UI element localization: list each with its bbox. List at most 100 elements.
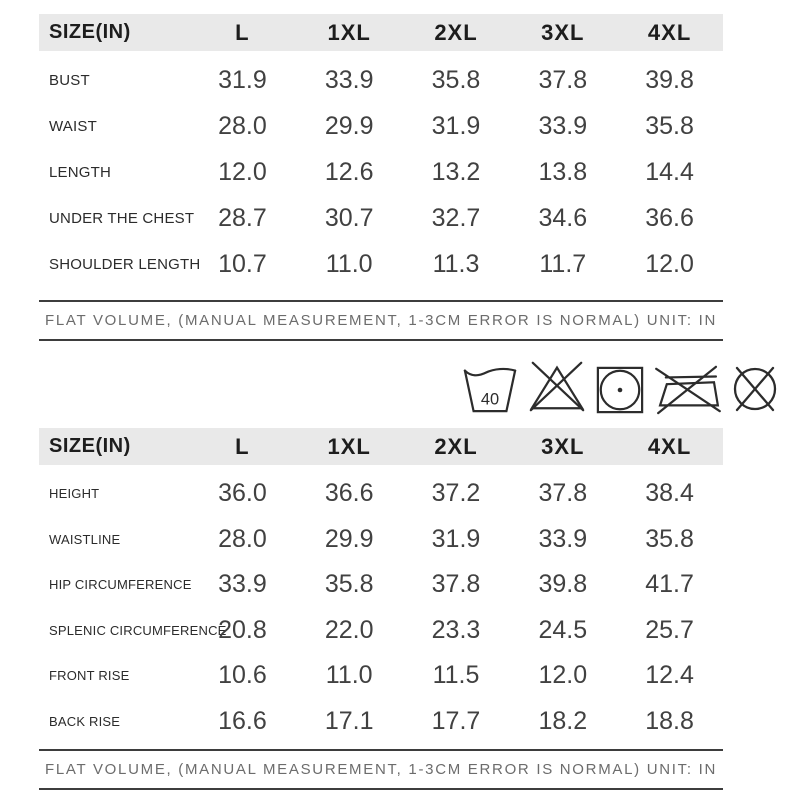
measurement-value: 41.7 [645, 570, 694, 599]
table-row: BACK RISE 16.6 17.1 17.7 18.2 18.8 [39, 699, 723, 745]
measurement-value: 35.8 [645, 524, 694, 553]
measurement-value: 30.7 [324, 203, 374, 232]
measurement-value: 12.0 [645, 249, 694, 278]
size-column-header: 1XL [327, 433, 371, 459]
measurement-value: 36.0 [218, 479, 267, 508]
measurement-value: 33.9 [538, 111, 588, 140]
measurement-value: 31.9 [431, 111, 481, 140]
table-header-row: SIZE(IN) L 1XL 2XL 3XL 4XL [39, 14, 723, 51]
table-row: WAIST 28.0 29.9 31.9 33.9 35.8 [39, 103, 723, 149]
table-row: WAISTLINE 28.0 29.9 31.9 33.9 35.8 [39, 517, 723, 563]
measurement-value: 18.2 [538, 706, 588, 735]
size-column-header: 2XL [434, 433, 478, 459]
measurement-note-bottom: FLAT VOLUME, (MANUAL MEASUREMENT, 1-3CM … [39, 749, 723, 790]
measurement-label: BACK RISE [49, 713, 121, 729]
measurement-value: 11.0 [325, 249, 373, 278]
table-row: HEIGHT 36.0 36.6 37.2 37.8 38.4 [39, 471, 723, 517]
measurement-value: 29.9 [324, 524, 374, 553]
table-body: BUST 31.9 33.9 35.8 37.8 39.8 WAIST 28.0 29.9 31.… [39, 57, 723, 287]
measurement-value: 37.8 [431, 570, 481, 599]
measurement-value: 18.8 [645, 706, 694, 735]
measurement-value: 12.4 [645, 661, 694, 690]
measurement-value: 36.6 [324, 479, 374, 508]
measurement-value: 24.5 [538, 615, 588, 644]
measurement-value: 33.9 [324, 65, 374, 94]
measurement-value: 16.6 [218, 706, 267, 735]
measurement-label: SHOULDER LENGTH [49, 255, 201, 273]
table-header-row: SIZE(IN) L 1XL 2XL 3XL 4XL [39, 428, 723, 465]
table-body: HEIGHT 36.0 36.6 37.2 37.8 38.4 WAISTLINE 28.0 2… [39, 471, 723, 744]
table-row: FRONT RISE 10.6 11.0 11.5 12.0 12.4 [39, 653, 723, 699]
size-column-header: L [235, 433, 250, 459]
measurement-value: 17.7 [431, 706, 481, 735]
size-unit-header-cell: SIZE(IN) [49, 435, 131, 457]
measurement-label: SPLENIC CIRCUMFERENCE [49, 622, 227, 638]
measurement-value: 12.0 [538, 661, 588, 690]
measurement-value: 10.7 [218, 249, 267, 278]
measurement-value: 22.0 [324, 615, 374, 644]
measurement-value: 20.8 [218, 615, 267, 644]
measurement-value: 32.7 [431, 203, 481, 232]
top-size-table: SIZE(IN) L 1XL 2XL 3XL 4XL BUST 31.9 33.9 35.8 37… [39, 14, 723, 287]
measurement-value: 12.0 [218, 157, 267, 186]
measurement-value: 31.9 [431, 524, 481, 553]
table-row: SPLENIC CIRCUMFERENCE 20.8 22.0 23.3 24.5 25.… [39, 608, 723, 654]
size-column-header: 4XL [647, 19, 692, 45]
measurement-value: 39.8 [538, 570, 588, 599]
do-not-dry-clean-icon [733, 366, 777, 412]
table-row: HIP CIRCUMFERENCE 33.9 35.8 37.8 39.8 41.7 [39, 562, 723, 608]
do-not-bleach-icon [529, 361, 584, 412]
measurement-value: 35.8 [324, 570, 374, 599]
size-column-header: L [235, 19, 250, 45]
care-symbols-row: 40 [462, 357, 780, 415]
measurement-label: BUST [49, 71, 90, 89]
size-column-header: 3XL [541, 433, 585, 459]
table-row: SHOULDER LENGTH 10.7 11.0 11.3 11.7 12.0 [39, 241, 723, 287]
measurement-value: 25.7 [645, 615, 694, 644]
measurement-value: 11.5 [432, 661, 480, 690]
table-row: BUST 31.9 33.9 35.8 37.8 39.8 [39, 57, 723, 103]
measurement-value: 28.7 [218, 203, 267, 232]
measurement-note-top: FLAT VOLUME, (MANUAL MEASUREMENT, 1-3CM … [39, 300, 723, 341]
measurement-value: 17.1 [324, 706, 374, 735]
size-column-header: 2XL [434, 19, 478, 45]
note-text: FLAT VOLUME, (MANUAL MEASUREMENT, 1-3CM … [45, 312, 717, 329]
do-not-iron-icon [654, 365, 721, 415]
measurement-value: 37.8 [538, 65, 588, 94]
measurement-value: 10.6 [218, 661, 267, 690]
measurement-value: 34.6 [538, 203, 588, 232]
table-row: UNDER THE CHEST 28.7 30.7 32.7 34.6 36.6 [39, 195, 723, 241]
measurement-value: 36.6 [645, 203, 694, 232]
measurement-label: LENGTH [49, 163, 112, 181]
size-unit-header-cell: SIZE(IN) [49, 21, 131, 43]
measurement-value: 33.9 [538, 524, 588, 553]
measurement-value: 29.9 [324, 111, 374, 140]
measurement-value: 33.9 [218, 570, 267, 599]
table-row: LENGTH 12.0 12.6 13.2 13.8 14.4 [39, 149, 723, 195]
measurement-value: 13.2 [431, 157, 481, 186]
measurement-label: WAISTLINE [49, 531, 121, 547]
measurement-value: 37.8 [538, 479, 588, 508]
wash-40-icon: 40 [463, 367, 517, 413]
measurement-label: FRONT RISE [49, 668, 130, 684]
measurement-value: 14.4 [645, 157, 694, 186]
measurement-value: 28.0 [218, 524, 267, 553]
measurement-value: 35.8 [645, 111, 694, 140]
measurement-value: 12.6 [324, 157, 374, 186]
measurement-value: 37.2 [431, 479, 481, 508]
note-text: FLAT VOLUME, (MANUAL MEASUREMENT, 1-3CM … [45, 761, 717, 778]
measurement-label: HEIGHT [49, 486, 100, 502]
tumble-dry-low-icon [596, 366, 644, 414]
measurement-value: 31.9 [218, 65, 267, 94]
measurement-label: UNDER THE CHEST [49, 209, 195, 227]
bottom-size-table: SIZE(IN) L 1XL 2XL 3XL 4XL HEIGHT 36.0 36.6 37.2… [39, 428, 723, 744]
size-column-header: 1XL [327, 19, 371, 45]
measurement-label: HIP CIRCUMFERENCE [49, 577, 192, 593]
measurement-value: 28.0 [218, 111, 267, 140]
measurement-value: 11.0 [325, 661, 373, 690]
measurement-value: 11.3 [432, 249, 480, 278]
measurement-value: 39.8 [645, 65, 694, 94]
measurement-label: WAIST [49, 117, 97, 135]
wash-temperature: 40 [481, 390, 499, 408]
